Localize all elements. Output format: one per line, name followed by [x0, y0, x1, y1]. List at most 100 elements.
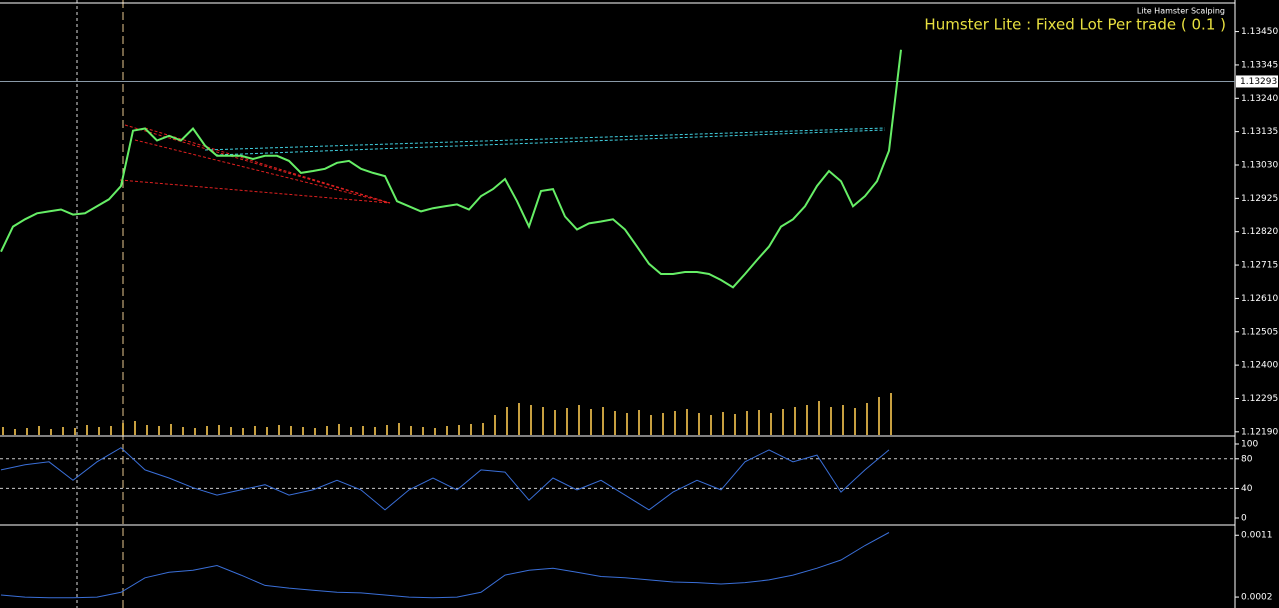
volume-bar — [98, 427, 100, 435]
volume-bar — [842, 405, 844, 435]
volume-bar — [710, 415, 712, 435]
volume-bar — [674, 411, 676, 435]
volume-bar — [506, 407, 508, 435]
y-tick-label: 1.13450 — [1241, 27, 1278, 37]
volume-bar — [662, 413, 664, 435]
volume-bar — [62, 427, 64, 435]
volume-bar — [218, 425, 220, 435]
volume-bar — [542, 407, 544, 435]
indicator-name: Lite Hamster Scalping — [1137, 7, 1225, 16]
volume-bar — [374, 427, 376, 435]
volume-bar — [302, 427, 304, 435]
volume-bar — [686, 409, 688, 435]
volume-bar — [434, 428, 436, 435]
volume-bar — [158, 426, 160, 435]
volume-bar — [494, 415, 496, 435]
y-tick-label: 40 — [1241, 484, 1253, 494]
y-tick-label: 1.13240 — [1241, 94, 1278, 104]
volume-bar — [446, 426, 448, 435]
volume-bar — [170, 424, 172, 435]
volume-bar — [746, 411, 748, 435]
volume-bar — [254, 426, 256, 435]
volume-bar — [794, 407, 796, 435]
volume-bar — [470, 424, 472, 435]
volume-bar — [806, 405, 808, 435]
volume-bar — [734, 414, 736, 435]
volume-bar — [2, 427, 4, 435]
y-tick-label: 1.13030 — [1241, 161, 1278, 171]
y-tick-label: 100 — [1241, 440, 1258, 450]
volume-bar — [338, 424, 340, 435]
volume-bar — [14, 429, 16, 435]
volume-bar — [122, 423, 124, 435]
volume-bar — [830, 407, 832, 435]
volume-bar — [782, 409, 784, 435]
volume-bar — [74, 428, 76, 435]
ea-status: Humster Lite : Fixed Lot Per trade ( 0.1… — [924, 16, 1226, 34]
volume-bar — [578, 405, 580, 435]
volume-bar — [590, 409, 592, 435]
volume-bar — [182, 427, 184, 435]
volume-bar — [530, 405, 532, 435]
volume-bar — [206, 426, 208, 435]
volume-bar — [638, 410, 640, 435]
volume-bar — [38, 426, 40, 435]
volume-bar — [878, 397, 880, 435]
volume-bar — [386, 425, 388, 435]
volume-bar — [362, 426, 364, 435]
y-tick-label: 0.0002 — [1241, 593, 1273, 603]
volume-bar — [314, 428, 316, 435]
volume-bar — [758, 410, 760, 435]
volume-bar — [398, 423, 400, 435]
y-tick-label: 1.12190 — [1241, 427, 1278, 437]
volume-bar — [854, 408, 856, 435]
volume-bar — [626, 413, 628, 435]
volume-bar — [266, 427, 268, 435]
volume-bar — [458, 425, 460, 435]
volume-bar — [554, 410, 556, 435]
volume-bar — [278, 425, 280, 435]
volume-bar — [134, 421, 136, 435]
y-tick-label: 1.12820 — [1241, 227, 1278, 237]
volume-bar — [50, 429, 52, 435]
y-tick-label: 0.0011 — [1241, 531, 1273, 541]
price-label-box — [1236, 75, 1278, 88]
volume-bar — [818, 401, 820, 435]
volume-bar — [230, 427, 232, 435]
volume-bar — [566, 408, 568, 435]
y-tick-label: 0 — [1241, 514, 1247, 524]
volume-bar — [602, 407, 604, 435]
trade-lines — [119, 124, 886, 204]
series-line — [0, 532, 890, 599]
volume-bar — [614, 411, 616, 435]
volume-bar — [86, 425, 88, 435]
y-tick-label: 1.13135 — [1241, 127, 1278, 137]
volume-bar — [890, 393, 892, 435]
y-tick-label: 1.12400 — [1241, 361, 1278, 371]
volume-bar — [290, 426, 292, 435]
volume-bar — [422, 427, 424, 435]
series-line — [0, 49, 902, 289]
y-tick-label: 1.12715 — [1241, 261, 1278, 271]
volume-bar — [722, 412, 724, 435]
volume-bar — [350, 427, 352, 435]
y-tick-label: 80 — [1241, 454, 1253, 464]
y-tick-label: 1.12610 — [1241, 294, 1278, 304]
volume-bar — [194, 428, 196, 435]
volume-bar — [866, 403, 868, 435]
y-tick-label: 1.13345 — [1241, 60, 1278, 70]
y-tick-label: 1.12505 — [1241, 327, 1278, 337]
volume-bar — [242, 428, 244, 435]
volume-bar — [26, 428, 28, 435]
volume-bar — [698, 413, 700, 435]
volume-bar — [650, 415, 652, 435]
y-tick-label: 1.12925 — [1241, 194, 1278, 204]
volume-bar — [326, 426, 328, 435]
volume-bar — [146, 425, 148, 435]
series-line — [0, 447, 890, 511]
y-tick-label: 1.12295 — [1241, 394, 1278, 404]
volume-bar — [518, 403, 520, 435]
volume-bar — [410, 426, 412, 435]
